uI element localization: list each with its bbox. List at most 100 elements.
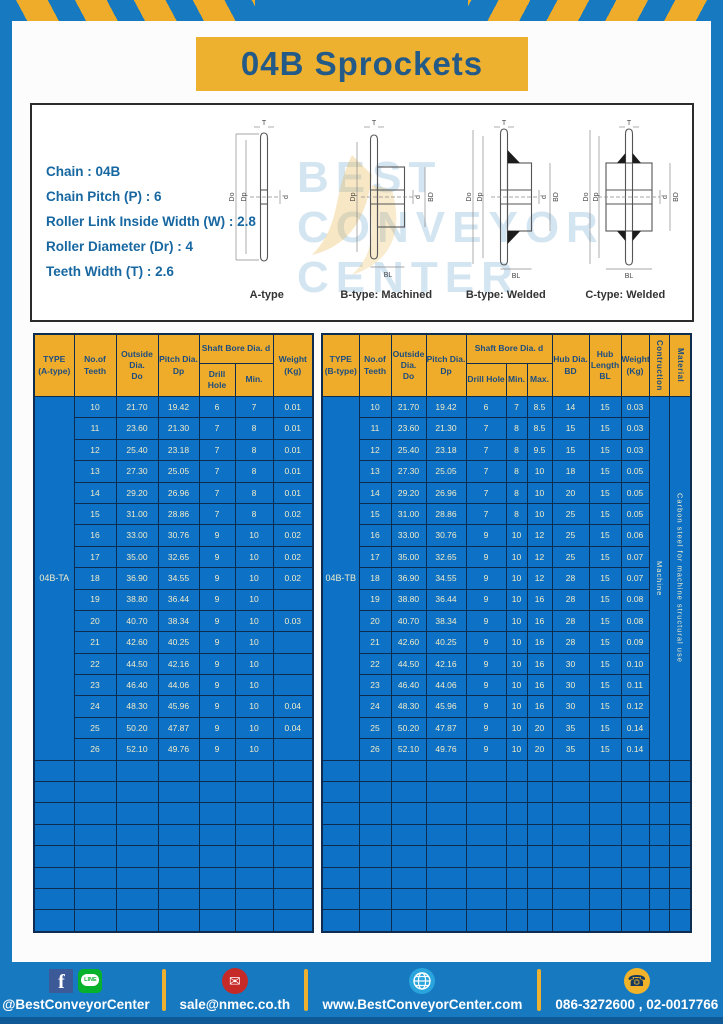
data-cell: 9 bbox=[465, 695, 507, 718]
data-cell: 10 bbox=[358, 395, 392, 419]
data-cell: 52.10 bbox=[390, 738, 427, 761]
empty-cell bbox=[358, 845, 392, 868]
col-header-type-a: TYPE (A-type) bbox=[33, 333, 75, 397]
data-cell: 26.96 bbox=[425, 481, 467, 504]
data-cell: 20 bbox=[358, 609, 392, 633]
data-cell: 10 bbox=[505, 567, 528, 590]
table-a-type: TYPE (A-type) No.of Teeth Outside Dia. D… bbox=[33, 333, 315, 933]
data-cell: 0.02 bbox=[272, 567, 314, 590]
data-cell: 9 bbox=[465, 716, 507, 740]
dim-label-bd: BD bbox=[673, 192, 680, 202]
data-cell: 15 bbox=[588, 524, 622, 547]
phone-numbers: 086-3272600 , 02-0017766 bbox=[555, 997, 719, 1012]
col-header-drill-hole: Drill Hole bbox=[198, 363, 236, 397]
data-cell: 0.01 bbox=[272, 417, 314, 440]
data-cell: 27.30 bbox=[115, 460, 159, 483]
empty-table-row bbox=[33, 781, 314, 804]
data-cell: 35.00 bbox=[390, 545, 427, 569]
table-row: 12 25.40 23.18 7 8 9.5 15 15 0.03 bbox=[322, 438, 691, 462]
data-cell: 10 bbox=[526, 502, 553, 526]
data-cell: 15 bbox=[588, 716, 622, 740]
empty-cell bbox=[390, 845, 427, 868]
watermark-line: CONVEYOR bbox=[297, 203, 605, 252]
watermark-text: BEST CONVEYOR CENTER bbox=[297, 153, 605, 303]
data-cell: 7 bbox=[465, 417, 507, 440]
data-cell: 9.5 bbox=[526, 438, 553, 462]
empty-cell bbox=[198, 909, 236, 933]
empty-cell bbox=[648, 759, 670, 783]
empty-cell bbox=[465, 781, 507, 804]
empty-cell bbox=[620, 781, 650, 804]
table-row: 11 23.60 21.30 7 8 0.01 bbox=[34, 417, 314, 440]
empty-cell bbox=[526, 759, 553, 783]
data-cell: 47.87 bbox=[425, 716, 467, 740]
data-cell: 7 bbox=[198, 417, 236, 440]
empty-cell bbox=[33, 759, 75, 783]
data-cell: 10 bbox=[505, 524, 528, 547]
data-cell: 30.76 bbox=[157, 524, 200, 547]
data-cell: 0.05 bbox=[620, 502, 650, 526]
data-cell: 21.30 bbox=[425, 417, 467, 440]
data-cell: 0.04 bbox=[272, 716, 314, 740]
dim-label-t: T bbox=[372, 120, 377, 127]
data-cell: 15 bbox=[588, 481, 622, 504]
empty-cell bbox=[526, 823, 553, 847]
data-cell: 9 bbox=[198, 609, 236, 633]
col-header-teeth: No.of Teeth bbox=[358, 333, 392, 397]
data-cell: 31.00 bbox=[115, 502, 159, 526]
empty-cell bbox=[115, 823, 159, 847]
data-cell: 50.20 bbox=[390, 716, 427, 740]
data-cell: 29.20 bbox=[390, 481, 427, 504]
data-cell: 9 bbox=[465, 545, 507, 569]
dim-label-d: d bbox=[541, 195, 548, 199]
data-cell bbox=[272, 674, 314, 697]
empty-cell bbox=[198, 845, 236, 868]
data-cell: 33.00 bbox=[390, 524, 427, 547]
data-cell: 23 bbox=[358, 674, 392, 697]
empty-cell bbox=[465, 823, 507, 847]
col-header-weight: Weight (Kg) bbox=[620, 333, 650, 397]
empty-cell bbox=[390, 866, 427, 889]
data-cell: 49.76 bbox=[425, 738, 467, 761]
table-row: 20 40.70 38.34 9 10 16 28 15 0.08 bbox=[322, 609, 691, 633]
empty-cell bbox=[505, 866, 528, 889]
bottom-edge-strip bbox=[0, 1017, 723, 1024]
empty-cell bbox=[157, 759, 200, 783]
data-cell: 0.14 bbox=[620, 738, 650, 761]
empty-cell bbox=[33, 887, 75, 911]
table-row: 19 38.80 36.44 9 10 16 28 15 0.08 bbox=[322, 588, 691, 611]
empty-cell bbox=[425, 887, 467, 911]
empty-cell bbox=[234, 823, 274, 847]
data-cell: 25.40 bbox=[390, 438, 427, 462]
empty-cell bbox=[234, 887, 274, 911]
empty-cell bbox=[73, 823, 117, 847]
empty-cell bbox=[668, 866, 692, 889]
dim-label-d: d bbox=[283, 195, 290, 199]
data-cell: 10 bbox=[505, 609, 528, 633]
data-cell: 30 bbox=[551, 652, 590, 676]
data-cell: 10 bbox=[234, 631, 274, 654]
data-cell: 10 bbox=[505, 674, 528, 697]
empty-cell bbox=[648, 845, 670, 868]
empty-cell bbox=[272, 823, 314, 847]
empty-cell bbox=[115, 845, 159, 868]
empty-cell bbox=[526, 887, 553, 911]
empty-cell bbox=[588, 887, 622, 911]
spec-diagram-panel: BEST CONVEYOR CENTER Chain : 04B Chain P… bbox=[30, 103, 694, 322]
data-cell: 8 bbox=[234, 481, 274, 504]
phone-icon: ☎ bbox=[623, 968, 650, 994]
data-cell: 22 bbox=[358, 652, 392, 676]
data-cell: 10 bbox=[234, 652, 274, 676]
data-cell: 14 bbox=[73, 481, 117, 504]
data-cell: 27.30 bbox=[390, 460, 427, 483]
data-cell: 15 bbox=[588, 567, 622, 590]
empty-cell bbox=[588, 802, 622, 825]
empty-cell bbox=[551, 845, 590, 868]
spec-line-roller-dia: Roller Diameter (Dr) : 4 bbox=[46, 239, 194, 254]
data-cell: 21.70 bbox=[115, 395, 159, 419]
data-cell: 19.42 bbox=[425, 395, 467, 419]
empty-cell bbox=[620, 909, 650, 933]
data-cell: 14 bbox=[358, 481, 392, 504]
empty-cell bbox=[390, 887, 427, 911]
empty-cell bbox=[157, 909, 200, 933]
